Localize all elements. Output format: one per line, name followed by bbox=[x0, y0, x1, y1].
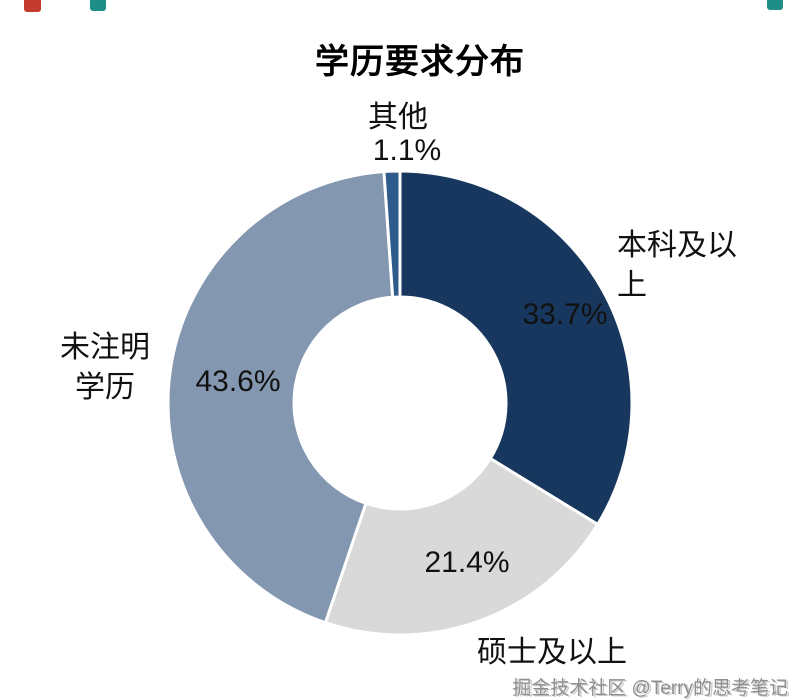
chart-title: 学历要求分布 bbox=[315, 43, 525, 81]
slice-pct-unspecified: 43.6% bbox=[195, 365, 281, 398]
slice-label-other: 其他 bbox=[368, 101, 428, 134]
pie-slice-1 bbox=[398, 169, 634, 526]
slice-pct-master: 21.4% bbox=[424, 546, 510, 579]
top-left-teal-glyph bbox=[90, 0, 106, 11]
watermark: 掘金技术社区 @Terry的思考笔记 bbox=[512, 678, 788, 699]
top-right-teal-glyph bbox=[767, 0, 783, 10]
pie-slice-4 bbox=[382, 169, 402, 299]
pie-slice-2 bbox=[323, 456, 600, 637]
slice-label-bachelor: 本科及以上 bbox=[617, 229, 737, 302]
slice-label-master: 硕士及以上 bbox=[477, 636, 627, 669]
slice-label-unspecified: 未注明学历 bbox=[60, 331, 150, 404]
slice-pct-other: 1.1% bbox=[372, 134, 442, 167]
top-left-red-glyph bbox=[24, 0, 41, 12]
pie-slice-3 bbox=[166, 170, 395, 625]
slice-pct-bachelor: 33.7% bbox=[522, 298, 608, 331]
